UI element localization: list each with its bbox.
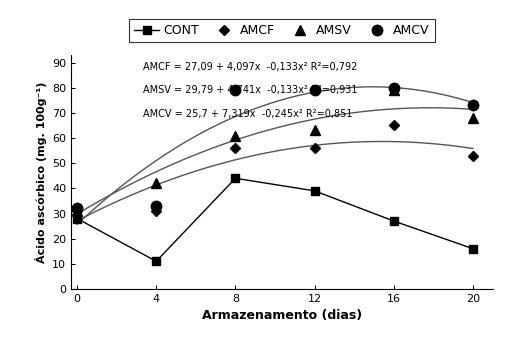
X-axis label: Armazenamento (dias): Armazenamento (dias) xyxy=(202,309,362,322)
Y-axis label: Ácido ascórbico (mg. 100g⁻¹): Ácido ascórbico (mg. 100g⁻¹) xyxy=(35,81,47,263)
Text: AMCV = 25,7 + 7,319x  -0,245x² R²=0,851: AMCV = 25,7 + 7,319x -0,245x² R²=0,851 xyxy=(143,109,353,119)
Text: AMCF = 27,09 + 4,097x  -0,133x² R²=0,792: AMCF = 27,09 + 4,097x -0,133x² R²=0,792 xyxy=(143,62,357,72)
Legend: CONT, AMCF, AMSV, AMCV: CONT, AMCF, AMSV, AMCV xyxy=(129,19,435,42)
Text: AMSV = 29,79 + 4,741x  -0,133x² R²=0,931: AMSV = 29,79 + 4,741x -0,133x² R²=0,931 xyxy=(143,85,357,95)
